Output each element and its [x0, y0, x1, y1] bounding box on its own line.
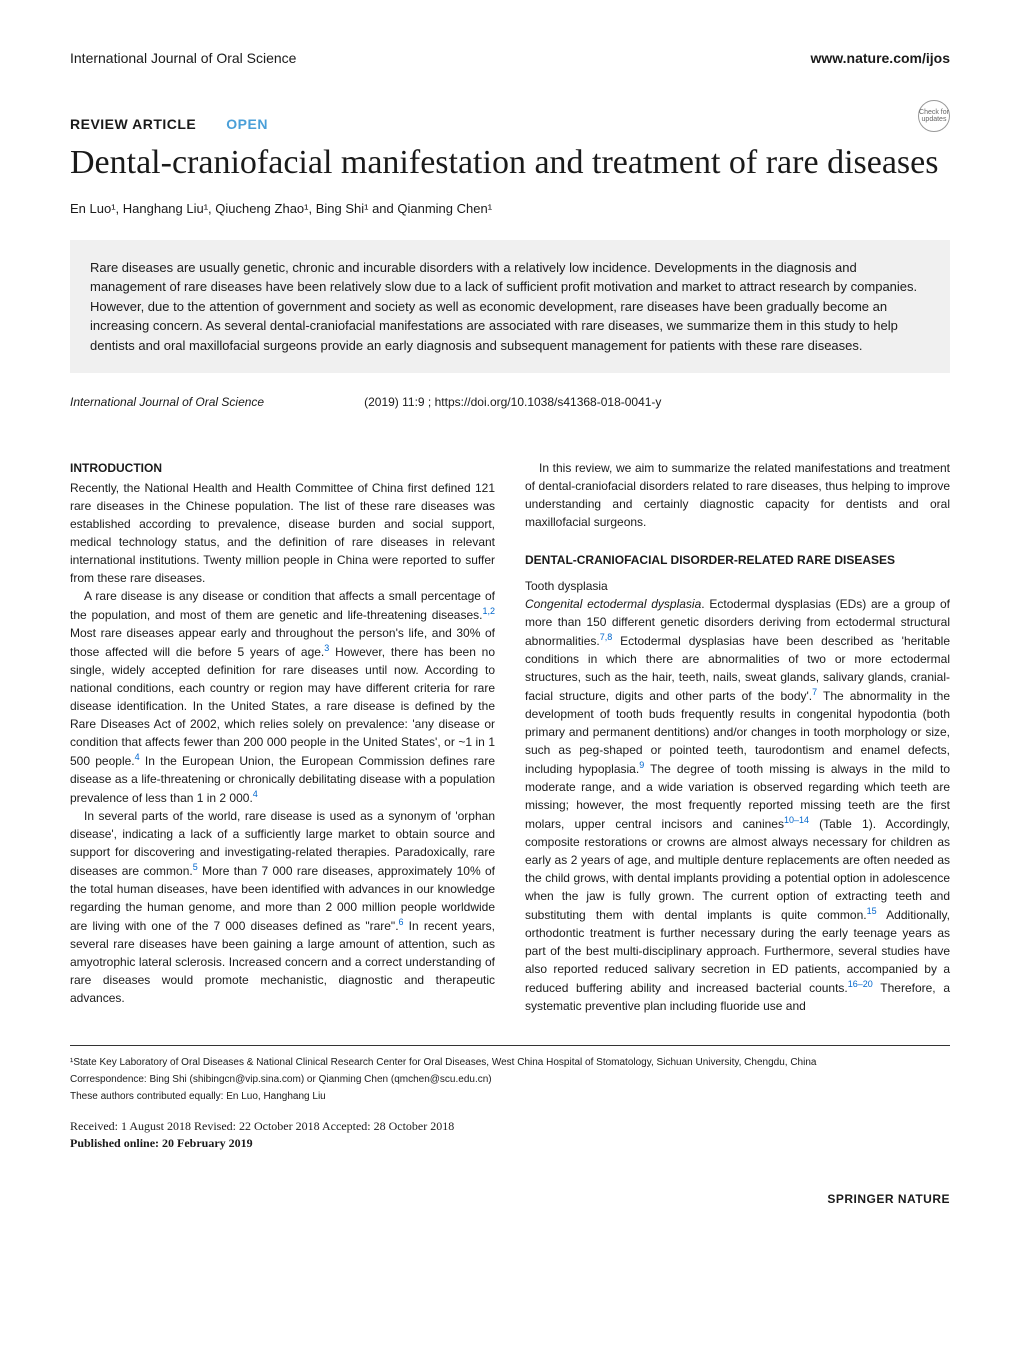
received-dates: Received: 1 August 2018 Revised: 22 Octo… — [70, 1118, 950, 1135]
ed-paragraph: Congenital ectodermal dysplasia. Ectoder… — [525, 595, 950, 1015]
intro-p2: A rare disease is any disease or conditi… — [70, 587, 495, 807]
ref-1-2[interactable]: 1,2 — [482, 606, 495, 616]
publisher-logo: SPRINGER NATURE — [70, 1192, 950, 1206]
correspondence: Correspondence: Bing Shi (shibingcn@vip.… — [70, 1073, 950, 1087]
body-columns: INTRODUCTION Recently, the National Heal… — [70, 459, 950, 1015]
ref-16-20[interactable]: 16–20 — [848, 979, 873, 989]
subsection-tooth: Tooth dysplasia — [525, 577, 950, 595]
page-header: International Journal of Oral Science ww… — [70, 50, 950, 66]
left-column: INTRODUCTION Recently, the National Heal… — [70, 459, 495, 1015]
right-column: In this review, we aim to summarize the … — [525, 459, 950, 1015]
review-aim: In this review, we aim to summarize the … — [525, 459, 950, 531]
intro-p2a: A rare disease is any disease or conditi… — [70, 589, 495, 622]
equal-contribution: These authors contributed equally: En Lu… — [70, 1090, 950, 1104]
intro-p3: In several parts of the world, rare dise… — [70, 807, 495, 1007]
author-list: En Luo¹, Hanghang Liu¹, Qiucheng Zhao¹, … — [70, 201, 950, 216]
main-heading: DENTAL-CRANIOFACIAL DISORDER-RELATED RAR… — [525, 551, 950, 569]
affiliation: ¹State Key Laboratory of Oral Diseases &… — [70, 1056, 950, 1070]
ref-15[interactable]: 15 — [867, 906, 877, 916]
footer: ¹State Key Laboratory of Oral Diseases &… — [70, 1045, 950, 1152]
citation-row: International Journal of Oral Science (2… — [70, 395, 950, 409]
article-type-label: REVIEW ARTICLE — [70, 116, 196, 132]
intro-p2c: However, there has been no single, widel… — [70, 645, 495, 768]
article-type-row: REVIEW ARTICLE OPEN — [70, 116, 950, 132]
journal-name: International Journal of Oral Science — [70, 50, 296, 66]
check-updates-badge[interactable]: Check for updates — [918, 100, 950, 132]
ref-10-14[interactable]: 10–14 — [784, 815, 809, 825]
published-online: Published online: 20 February 2019 — [70, 1135, 950, 1152]
intro-p1: Recently, the National Health and Health… — [70, 479, 495, 587]
website-url: www.nature.com/ijos — [810, 50, 950, 66]
citation-info: (2019) 11:9 ; https://doi.org/10.1038/s4… — [364, 395, 661, 409]
intro-heading: INTRODUCTION — [70, 459, 495, 477]
citation-journal: International Journal of Oral Science — [70, 395, 264, 409]
ref-7-8[interactable]: 7,8 — [600, 632, 613, 642]
article-title: Dental-craniofacial manifestation and tr… — [70, 142, 950, 185]
ref-4b[interactable]: 4 — [253, 789, 258, 799]
abstract-box: Rare diseases are usually genetic, chron… — [70, 240, 950, 374]
abstract-text: Rare diseases are usually genetic, chron… — [90, 260, 917, 353]
check-updates-text: Check for updates — [919, 109, 949, 123]
ed-italic: Congenital ectodermal dysplasia — [525, 597, 701, 611]
open-access-label: OPEN — [226, 116, 268, 132]
ed-p2e: (Table 1). Accordingly, composite restor… — [525, 817, 950, 922]
